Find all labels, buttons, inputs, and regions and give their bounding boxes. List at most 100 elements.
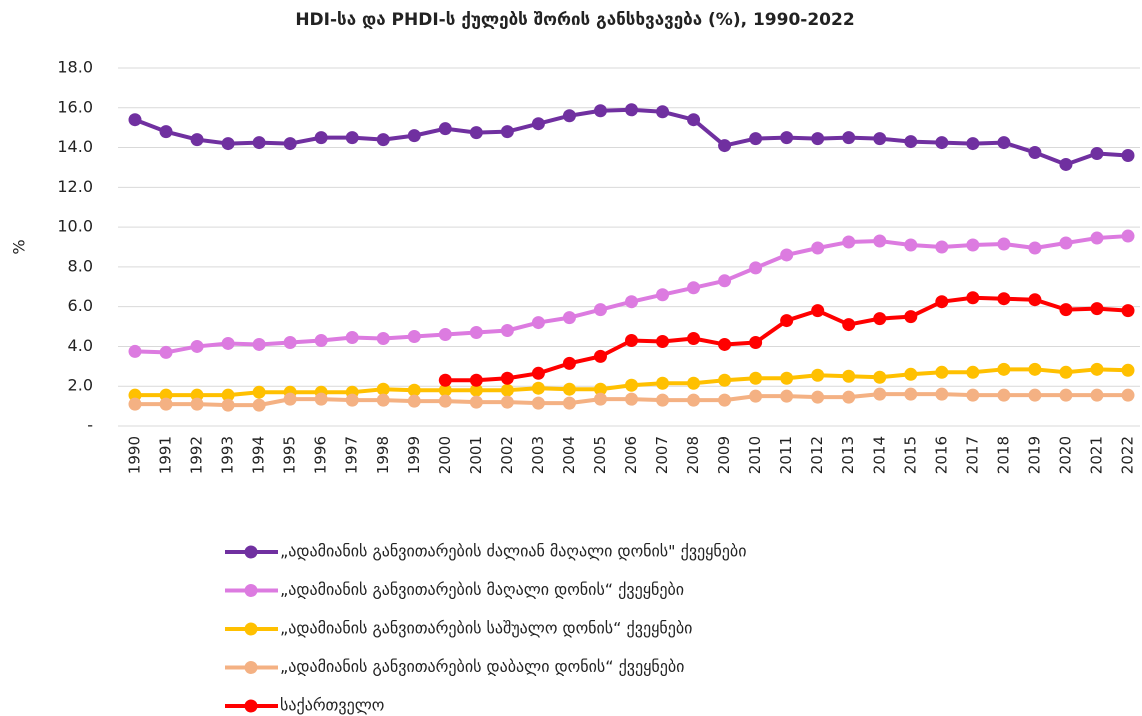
data-point bbox=[376, 382, 390, 396]
series-line bbox=[134, 107, 1129, 167]
data-point bbox=[966, 365, 980, 379]
data-point bbox=[1028, 146, 1042, 160]
data-point bbox=[935, 136, 949, 150]
data-point bbox=[1028, 362, 1042, 376]
data-point bbox=[283, 392, 297, 406]
x-tick-label: 2012 bbox=[808, 436, 826, 474]
data-point bbox=[128, 113, 142, 127]
data-point bbox=[904, 367, 918, 381]
x-tick-label: 2005 bbox=[591, 436, 609, 474]
data-point bbox=[718, 337, 732, 351]
data-point bbox=[593, 104, 607, 118]
x-tick-label: 2022 bbox=[1119, 436, 1137, 474]
data-point bbox=[873, 132, 887, 146]
data-point bbox=[904, 135, 918, 149]
data-point bbox=[345, 393, 359, 407]
data-point bbox=[749, 261, 763, 275]
x-tick-label: 2002 bbox=[498, 436, 516, 474]
data-point bbox=[159, 388, 173, 402]
data-point bbox=[531, 381, 545, 395]
data-point bbox=[500, 371, 514, 385]
data-point bbox=[1121, 388, 1135, 402]
data-point bbox=[811, 304, 825, 318]
data-point bbox=[438, 122, 452, 136]
data-point bbox=[966, 388, 980, 402]
legend-label: „ადამიანის განვითარების საშუალო დონის“ ქ… bbox=[280, 619, 692, 638]
data-point bbox=[469, 126, 483, 140]
legend-label: საქართველო bbox=[280, 696, 384, 715]
data-point bbox=[159, 397, 173, 411]
data-point bbox=[252, 398, 266, 412]
data-point bbox=[718, 393, 732, 407]
x-tick-label: 1994 bbox=[250, 436, 268, 474]
x-tick-label: 2020 bbox=[1056, 436, 1074, 474]
x-tick-label: 2003 bbox=[529, 436, 547, 474]
data-point bbox=[749, 132, 763, 146]
y-tick-label: 2.0 bbox=[68, 376, 93, 395]
data-point bbox=[469, 326, 483, 340]
x-tick-label: 2018 bbox=[994, 436, 1012, 474]
data-point bbox=[904, 387, 918, 401]
data-point bbox=[1090, 302, 1104, 316]
data-point bbox=[593, 392, 607, 406]
data-point bbox=[656, 288, 670, 302]
data-point bbox=[128, 388, 142, 402]
data-point bbox=[625, 295, 638, 309]
x-tick-label: 2000 bbox=[436, 436, 454, 474]
data-point bbox=[811, 390, 825, 404]
data-point bbox=[159, 345, 173, 359]
data-point bbox=[1121, 363, 1135, 377]
data-point bbox=[1090, 147, 1104, 161]
data-point bbox=[128, 344, 142, 358]
data-point bbox=[780, 371, 794, 385]
data-point bbox=[656, 334, 670, 348]
data-point bbox=[221, 398, 235, 412]
data-point bbox=[438, 383, 452, 397]
x-tick-label: 1991 bbox=[157, 436, 175, 474]
data-point bbox=[376, 331, 390, 345]
data-point bbox=[687, 113, 701, 127]
data-point bbox=[407, 383, 421, 397]
data-point bbox=[407, 330, 421, 343]
data-point bbox=[593, 382, 607, 396]
x-tick-label: 2015 bbox=[901, 436, 919, 474]
x-tick-label: 2019 bbox=[1025, 436, 1043, 474]
data-point bbox=[128, 397, 142, 411]
data-point bbox=[531, 396, 545, 410]
data-point bbox=[500, 383, 514, 397]
data-point bbox=[438, 328, 452, 342]
data-point bbox=[593, 303, 607, 317]
x-tick-label: 1995 bbox=[281, 436, 299, 474]
data-point bbox=[997, 362, 1011, 376]
x-tick-label: 2009 bbox=[715, 436, 733, 474]
x-tick-label: 2021 bbox=[1087, 436, 1105, 474]
data-point bbox=[1090, 362, 1104, 376]
data-point bbox=[873, 234, 887, 248]
data-point bbox=[1028, 388, 1042, 402]
data-point bbox=[935, 295, 949, 309]
data-point bbox=[749, 371, 763, 385]
data-point bbox=[190, 388, 204, 402]
data-point bbox=[842, 131, 856, 145]
y-tick-label: 10.0 bbox=[57, 217, 93, 236]
chart-title: HDI-სა და PHDI-ს ქულებს შორის განსხვავებ… bbox=[295, 10, 854, 30]
y-tick-label: 16.0 bbox=[57, 97, 93, 116]
legend-label: „ადამიანის განვითარების დაბალი დონის“ ქვ… bbox=[280, 657, 684, 676]
data-point bbox=[314, 131, 328, 145]
data-point bbox=[625, 392, 638, 406]
data-point bbox=[625, 378, 638, 392]
data-point bbox=[997, 292, 1011, 306]
legend-marker bbox=[244, 699, 258, 713]
data-point bbox=[1059, 303, 1073, 317]
data-point bbox=[221, 388, 235, 402]
data-point bbox=[966, 238, 980, 252]
legend-label: „ადამიანის განვითარების მაღალი დონის“ ქვ… bbox=[280, 580, 684, 599]
data-point bbox=[935, 387, 949, 401]
x-tick-label: 2007 bbox=[653, 436, 671, 474]
data-point bbox=[531, 366, 545, 380]
data-point bbox=[1121, 149, 1135, 163]
data-point bbox=[842, 318, 856, 332]
data-point bbox=[531, 316, 545, 330]
data-point bbox=[873, 312, 887, 326]
